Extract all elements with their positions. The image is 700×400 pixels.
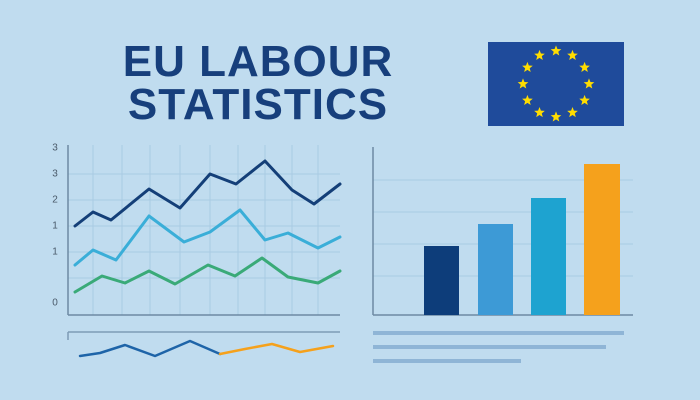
flag-star xyxy=(534,49,545,60)
flag-star xyxy=(517,78,529,89)
flag-star xyxy=(579,94,590,106)
flag-star xyxy=(567,106,578,118)
axis-label: 1 xyxy=(52,247,58,258)
eu-flag xyxy=(488,42,624,126)
flag-stars xyxy=(517,45,595,122)
line xyxy=(73,208,342,267)
axis-label: 0 xyxy=(52,298,58,309)
flag-star xyxy=(534,106,545,118)
axis-label: 3 xyxy=(52,169,58,180)
line-chart xyxy=(68,145,340,315)
title-line: STATISTICS xyxy=(128,80,388,129)
flag-star xyxy=(522,61,533,73)
flag-star xyxy=(522,94,533,106)
bar xyxy=(424,246,459,315)
axis-label: 3 xyxy=(52,143,58,154)
line xyxy=(73,256,342,294)
bar xyxy=(478,224,513,315)
bar xyxy=(584,164,620,315)
flag-star xyxy=(567,49,578,60)
flag-star xyxy=(550,45,562,56)
axis-label: 2 xyxy=(52,195,58,206)
flag-star xyxy=(550,111,562,122)
flag-star xyxy=(579,61,590,73)
line xyxy=(78,339,222,358)
line xyxy=(73,159,342,228)
axis-label: 1 xyxy=(52,221,58,232)
title-line: EU LABOUR xyxy=(123,37,394,86)
bar xyxy=(531,198,566,315)
line xyxy=(218,342,335,356)
flag-star xyxy=(583,78,595,89)
